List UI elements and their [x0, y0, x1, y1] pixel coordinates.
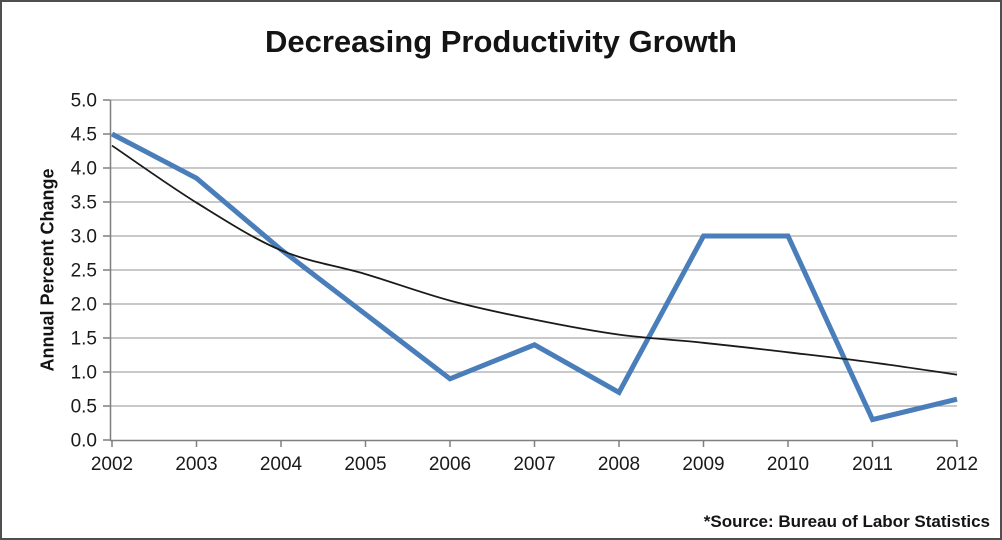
x-tick-label: 2011	[852, 454, 893, 475]
x-tick-label: 2006	[429, 454, 471, 475]
x-tick-label: 2010	[767, 454, 809, 475]
y-tick-label: 1.0	[71, 363, 97, 384]
y-tick-label: 0.0	[71, 431, 97, 452]
source-note: *Source: Bureau of Labor Statistics	[703, 512, 990, 531]
y-tick-label: 2.0	[71, 295, 97, 316]
y-tick-label: 0.5	[71, 397, 97, 418]
y-tick-label: 4.0	[71, 159, 97, 180]
y-axis-title: Annual Percent Change	[37, 168, 58, 372]
y-tick-label: 1.5	[71, 329, 97, 350]
x-tick-label: 2002	[91, 454, 133, 475]
y-tick-label: 5.0	[71, 91, 97, 112]
y-tick-label: 3.5	[71, 193, 97, 214]
x-tick-label: 2005	[344, 454, 386, 475]
x-tick-label: 2009	[682, 454, 724, 475]
y-tick-label: 2.5	[71, 261, 97, 282]
chart-title: Decreasing Productivity Growth	[265, 24, 737, 59]
x-tick-label: 2003	[175, 454, 217, 475]
x-tick-label: 2007	[513, 454, 555, 475]
x-tick-label: 2012	[936, 454, 978, 475]
x-tick-label: 2004	[260, 454, 303, 475]
y-tick-label: 4.5	[71, 125, 97, 146]
productivity-series-line	[110, 131, 958, 423]
x-tick-label: 2008	[598, 454, 640, 475]
y-tick-label: 3.0	[71, 227, 97, 248]
trendline-curve	[111, 144, 958, 376]
